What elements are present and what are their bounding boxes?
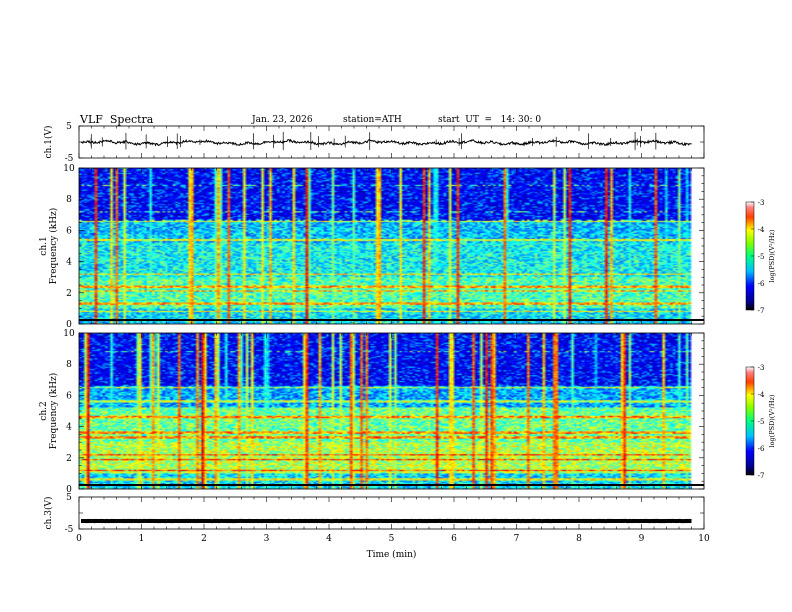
- x-tick-label: 6: [451, 534, 457, 544]
- y-tick-label: 10: [63, 329, 75, 339]
- station-label: station=ATH: [343, 115, 402, 125]
- ch1-spectrogram-ylabel: Frequency (kHz): [48, 208, 59, 285]
- colorbar-tick-label: -3: [758, 364, 765, 372]
- y-tick-label: 5: [66, 493, 72, 503]
- y-tick-label: 0: [66, 485, 72, 495]
- x-tick-label: 1: [139, 534, 145, 544]
- ch3-ylabel: ch.3(V): [43, 497, 54, 530]
- ch1-spectrogram-image: [79, 168, 704, 324]
- ch2-spectrogram-image: [79, 333, 704, 489]
- y-tick-label: -5: [65, 525, 74, 535]
- colorbar-tick-label: -6: [758, 280, 765, 288]
- x-tick-label: 2: [201, 534, 207, 544]
- colorbar-tick-label: -4: [758, 391, 765, 399]
- y-tick-label: 0: [66, 320, 72, 330]
- date-label: Jan. 23, 2026: [252, 115, 313, 125]
- colorbar-tick-label: -7: [758, 307, 765, 315]
- x-tick-label: 8: [576, 534, 582, 544]
- y-tick-label: 2: [66, 454, 72, 464]
- colorbar-tick-label: -7: [758, 472, 765, 480]
- y-tick-label: 8: [66, 360, 72, 370]
- y-tick-label: 5: [66, 122, 72, 132]
- ch1-waveform-trace: [80, 138, 692, 147]
- panel-gap: [79, 324, 704, 333]
- colorbar-tick-label: -5: [758, 418, 765, 426]
- y-tick-label: 2: [66, 289, 72, 299]
- x-tick-label: 3: [264, 534, 270, 544]
- colorbar-tick-label: -6: [758, 445, 765, 453]
- y-tick-label: 8: [66, 195, 72, 205]
- colorbar-tick-label: -5: [758, 253, 765, 261]
- chart-title: VLF Spectra: [80, 113, 154, 126]
- ch2-spectrogram-ylabel: ch.2: [39, 401, 49, 420]
- y-tick-label: -5: [65, 154, 74, 164]
- y-tick-label: 4: [66, 423, 72, 433]
- y-tick-label: 4: [66, 258, 72, 268]
- y-tick-label: 6: [66, 391, 72, 401]
- y-tick-label: 10: [63, 164, 75, 174]
- x-tick-label: 10: [698, 534, 710, 544]
- x-tick-label: 0: [76, 534, 82, 544]
- x-tick-label: 4: [326, 534, 332, 544]
- ch2-spectrogram-ylabel: Frequency (kHz): [48, 373, 59, 450]
- x-tick-label: 7: [514, 534, 520, 544]
- start-ut-label: start UT = 14: 30: 0: [438, 115, 542, 125]
- colorbar-label: log(PSD)(V²/Hz): [768, 229, 776, 282]
- colorbar-label: log(PSD)(V²/Hz): [768, 394, 776, 447]
- ch1-ylabel: ch.1(V): [43, 126, 54, 159]
- x-tick-label: 9: [639, 534, 645, 544]
- colorbar-tick-label: -4: [758, 226, 765, 234]
- ch1-spectrogram-ylabel: ch.1: [39, 236, 49, 255]
- x-tick-label: 5: [389, 534, 395, 544]
- y-tick-label: 6: [66, 226, 72, 236]
- colorbar-tick-label: -3: [758, 199, 765, 207]
- x-axis-label: Time (min): [367, 549, 417, 560]
